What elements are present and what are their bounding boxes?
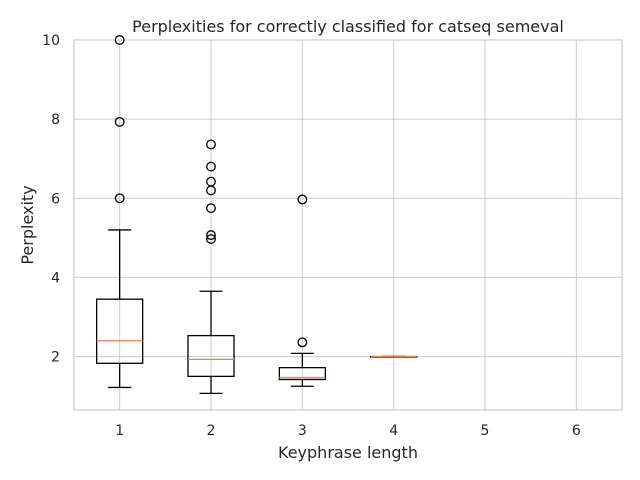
y-tick-label: 2 — [51, 350, 60, 366]
x-axis-label: Keyphrase length — [278, 443, 418, 462]
x-tick-label: 5 — [481, 423, 490, 439]
outlier-point — [114, 35, 125, 45]
x-tick-label: 1 — [115, 423, 124, 439]
y-axis-label: Perplexity — [18, 185, 37, 264]
y-tick-label: 4 — [51, 270, 60, 286]
outlier-point — [297, 337, 308, 348]
x-tick-label: 3 — [298, 423, 307, 439]
outlier-point — [206, 161, 216, 172]
outlier-point — [206, 176, 216, 187]
chart-title: Perplexities for correctly classified fo… — [132, 17, 564, 36]
iqr-box — [187, 334, 235, 378]
box-group — [370, 355, 418, 358]
y-tick-label: 6 — [51, 191, 60, 207]
iqr-box — [278, 367, 326, 381]
outlier-point — [206, 203, 216, 214]
outlier-point — [114, 193, 125, 204]
y-tick-label: 10 — [42, 33, 60, 49]
outlier-point — [206, 234, 216, 244]
box-group — [187, 139, 235, 395]
outlier-point — [206, 139, 216, 150]
y-tick-labels: 2 4 6 8 10 — [42, 33, 60, 366]
outlier-point — [206, 230, 216, 241]
box-group — [96, 35, 144, 389]
box-group — [278, 194, 326, 387]
outlier-point — [114, 116, 125, 127]
x-tick-label: 6 — [572, 423, 581, 439]
outlier-point — [297, 194, 308, 205]
y-tick-label: 8 — [51, 112, 60, 128]
x-tick-label: 2 — [207, 423, 216, 439]
x-tick-labels: 1 2 3 4 5 6 — [115, 423, 581, 439]
plot-area-frame — [73, 39, 623, 411]
box-series — [96, 35, 418, 395]
iqr-box — [96, 298, 144, 364]
x-tick-label: 4 — [389, 423, 398, 439]
